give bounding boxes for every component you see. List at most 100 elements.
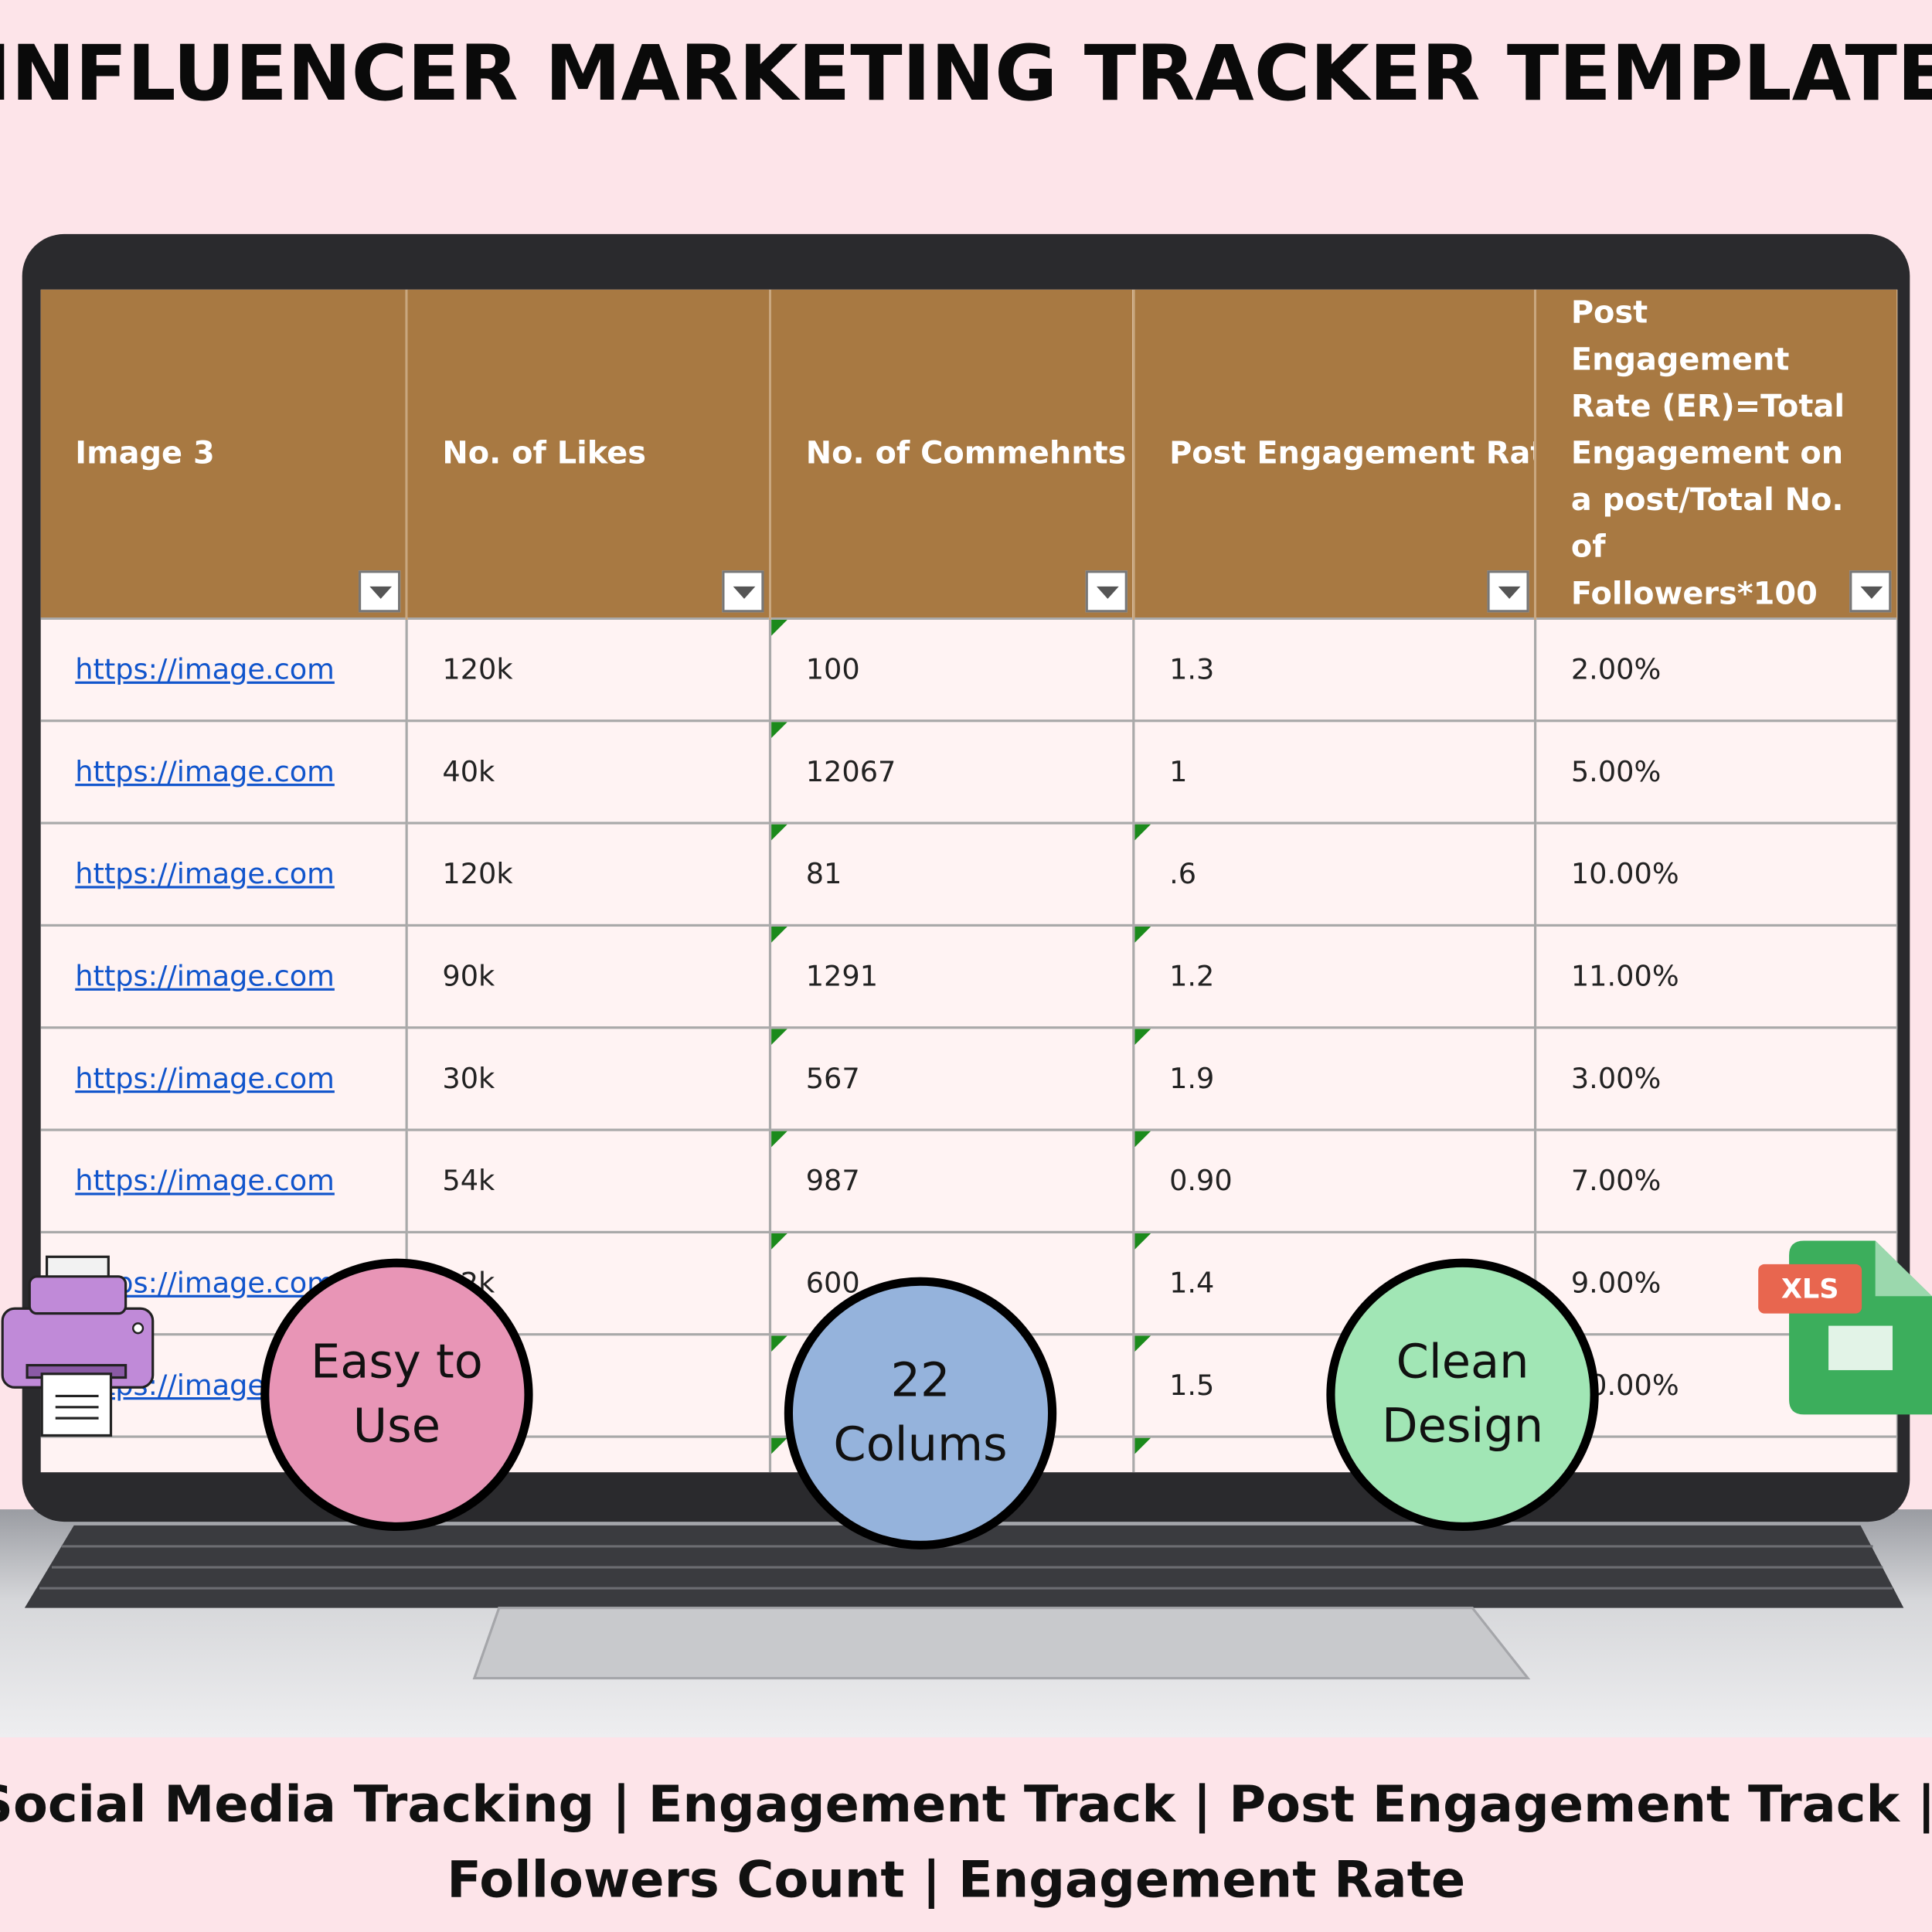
cell: 987 [770, 1128, 1135, 1233]
cell-text: https://image.com [75, 1471, 335, 1472]
cell: 120k [406, 821, 772, 927]
link-cell[interactable]: https://image.com [40, 1026, 408, 1131]
column-header: No. of Likes [406, 289, 772, 619]
filter-button[interactable] [722, 570, 764, 613]
cell: 40k [406, 719, 772, 825]
link-cell[interactable]: https://image.com [40, 617, 408, 723]
cell-text: 120k [442, 858, 513, 890]
cell: 90k [406, 923, 772, 1029]
spreadsheet: Image 3 No. of Likes No. of Commehnts Post … [40, 289, 1898, 1473]
cell-text: https://image.com [75, 1165, 335, 1197]
header-text: No. of Likes [442, 434, 647, 471]
filter-button[interactable] [358, 570, 401, 613]
error-indicator [771, 621, 787, 636]
screen: Image 3 No. of Likes No. of Commehnts Post … [40, 289, 1898, 1473]
badges: Easy to Use 22 Colums Clean Design [260, 1258, 1599, 1549]
error-indicator [1134, 1234, 1151, 1250]
cell-text: https://image.com [75, 858, 335, 890]
error-indicator [1134, 1132, 1151, 1148]
badge [1326, 1258, 1599, 1532]
table-row: https://image.com 54k 987 0.90 7.00% [40, 1128, 1898, 1233]
link-cell[interactable]: https://image.com [40, 821, 408, 927]
table-row: https://image.com 120k 81 .6 10.00% [40, 821, 1898, 927]
cell-text: 1.9 [1169, 1063, 1215, 1095]
cell: 1.3 [1133, 617, 1537, 723]
xls-icon: XLS [1758, 1240, 1932, 1415]
cell-text: 12067 [805, 756, 896, 788]
cell-text: 100 [805, 653, 860, 686]
cell-text: https://image.com [75, 756, 335, 788]
badge-line: Design [1382, 1399, 1543, 1453]
error-indicator [771, 825, 787, 841]
link-cell[interactable]: https://image.com [40, 719, 408, 825]
cell: 567 [770, 1026, 1135, 1131]
table-row: https://image.com 90k 1291 1.2 11.00% [40, 923, 1898, 1029]
header-text: Post Engagement Rate (ER)=Total Engageme… [1570, 294, 1845, 611]
cell: 15.00% [1535, 1435, 1898, 1473]
cell-text: 3.00% [1570, 1063, 1662, 1095]
cell: 7.00% [1535, 1128, 1898, 1233]
column-header: Post Engagement Rate [1133, 289, 1537, 619]
cell-text: 40k [442, 756, 495, 788]
cell-text: https://image.com [75, 960, 335, 993]
cell: 11.00% [1535, 923, 1898, 1029]
cell: 1291 [770, 923, 1135, 1029]
key-rows [39, 1545, 1893, 1590]
header-row: Image 3 No. of Likes No. of Commehnts Post … [40, 289, 1898, 619]
xls-label: XLS [1781, 1273, 1839, 1304]
table: Image 3 No. of Likes No. of Commehnts Post … [40, 289, 1898, 1473]
cell: 100 [770, 617, 1135, 723]
link-cell[interactable]: https://image.com [40, 923, 408, 1029]
column-header: Post Engagement Rate (ER)=Total Engageme… [1535, 289, 1898, 619]
title: INFLUENCER MARKETING TRACKER TEMPLATE [0, 29, 1932, 118]
table-row: https://image.com 30k 567 1.9 3.00% [40, 1026, 1898, 1131]
table-row: https://image.com 40k 12067 1 5.00% [40, 719, 1898, 825]
cell-text: https://image.com [75, 653, 335, 686]
cell-text: https://image.com [75, 1063, 335, 1095]
filter-button[interactable] [1487, 570, 1529, 613]
cell-text: 120k [442, 653, 513, 686]
error-indicator [771, 1439, 787, 1454]
cell: 1 [1133, 719, 1537, 825]
badge-label: 22 Colums [833, 1353, 1007, 1471]
error-indicator [1134, 1336, 1151, 1352]
cell-text: 9.00% [1570, 1267, 1662, 1300]
error-indicator [771, 1029, 787, 1046]
filter-button[interactable] [1085, 570, 1128, 613]
cell: 30k [406, 1026, 772, 1131]
cell: 12067 [770, 719, 1135, 825]
cell: 0.90 [1133, 1128, 1537, 1233]
header-text: Image 3 [75, 434, 215, 471]
footer-line: Followers Count | Engagement Rate [447, 1850, 1465, 1910]
error-indicator [1134, 927, 1151, 943]
cell: 120k [406, 617, 772, 723]
cell-text: 1 [1169, 756, 1188, 788]
error-indicator [771, 1132, 787, 1148]
cell: 1.2 [1133, 923, 1537, 1029]
cell-text: 1.2 [1169, 960, 1215, 993]
error-indicator [1134, 1439, 1151, 1454]
cell: 1.9 [1133, 1026, 1537, 1131]
cell: 2.00% [1535, 617, 1898, 723]
cell-text: 10.00% [1570, 858, 1679, 890]
column-header: No. of Commehnts [770, 289, 1135, 619]
cell-text: 1.3 [1169, 653, 1215, 686]
cell-text: 1291 [805, 960, 879, 993]
filter-button[interactable] [1849, 570, 1892, 613]
cell-text: 2.00% [1570, 653, 1662, 686]
cell: 10.00% [1535, 821, 1898, 927]
badge-line: Clean [1396, 1335, 1529, 1389]
cell-text: 90k [442, 960, 495, 993]
error-indicator [1134, 1029, 1151, 1046]
cell-text: 15.00% [1571, 1471, 1679, 1472]
error-indicator [1134, 825, 1151, 841]
error-indicator [771, 1336, 787, 1352]
footer-line: Social Media Tracking | Engagement Track… [0, 1775, 1932, 1835]
cell-text: 5.00% [1570, 756, 1662, 788]
link-cell[interactable]: https://image.com [40, 1128, 408, 1233]
cell-text: 11.00% [1570, 960, 1679, 993]
cell-text: 567 [805, 1063, 860, 1095]
badge [784, 1277, 1057, 1549]
